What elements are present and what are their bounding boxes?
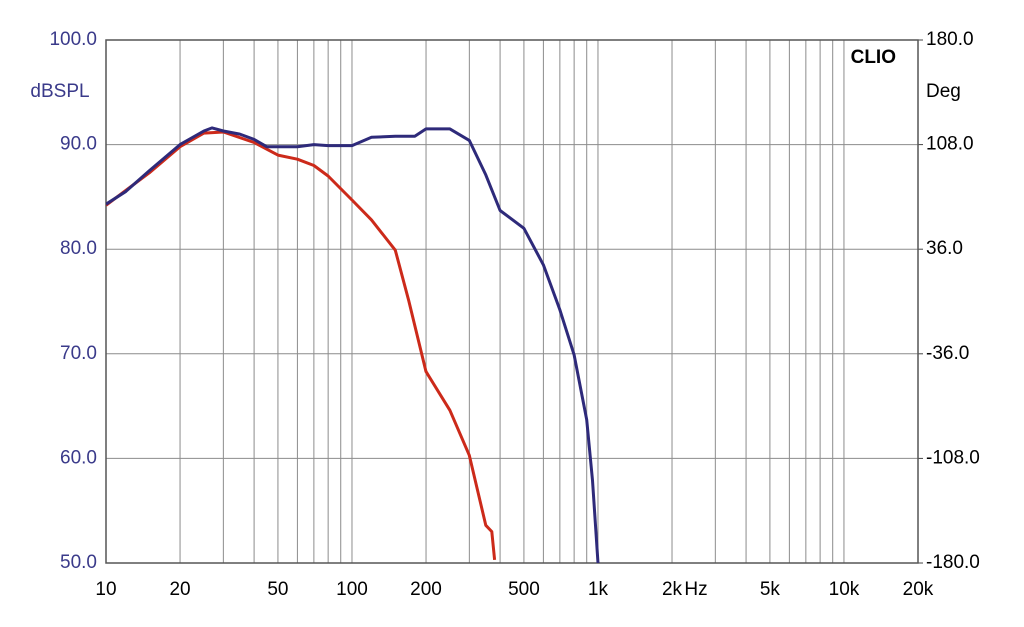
x-tick-label: 10k — [829, 579, 860, 600]
x-tick-label: 10 — [95, 579, 116, 600]
x-tick-label: 20k — [903, 579, 934, 600]
y2-tick-label: -108.0 — [926, 447, 980, 468]
plot-frame — [105, 39, 919, 564]
y-tick-label: 90.0 — [60, 134, 97, 155]
x-tick-label: 50 — [267, 579, 288, 600]
x-tick-label: 100 — [336, 579, 368, 600]
y-tick-label: 80.0 — [60, 238, 97, 259]
y2-axis-label: Deg — [926, 81, 961, 102]
series-line — [106, 126, 600, 563]
y-tick-label: 50.0 — [60, 552, 97, 573]
y2-tick-label: 180.0 — [926, 29, 974, 50]
y-tick-label: 100.0 — [49, 29, 97, 50]
x-axis-label: Hz — [684, 579, 707, 600]
x-tick-label: 20 — [169, 579, 190, 600]
x-tick-label: 500 — [508, 579, 540, 600]
x-tick-label: 200 — [410, 579, 442, 600]
x-tick-label: 5k — [760, 579, 781, 600]
series-line — [106, 130, 497, 561]
x-tick-label: 1k — [588, 579, 609, 600]
y-axis-label: dBSPL — [30, 81, 89, 102]
y2-tick-label: -180.0 — [926, 552, 980, 573]
y-tick-label: 70.0 — [60, 343, 97, 364]
y2-tick-label: 36.0 — [926, 238, 963, 259]
y-tick-label: 60.0 — [60, 447, 97, 468]
y2-tick-label: -36.0 — [926, 343, 969, 364]
y2-tick-label: 108.0 — [926, 134, 974, 155]
x-tick-label: 2k — [662, 579, 683, 600]
brand-label: CLIO — [851, 47, 896, 68]
